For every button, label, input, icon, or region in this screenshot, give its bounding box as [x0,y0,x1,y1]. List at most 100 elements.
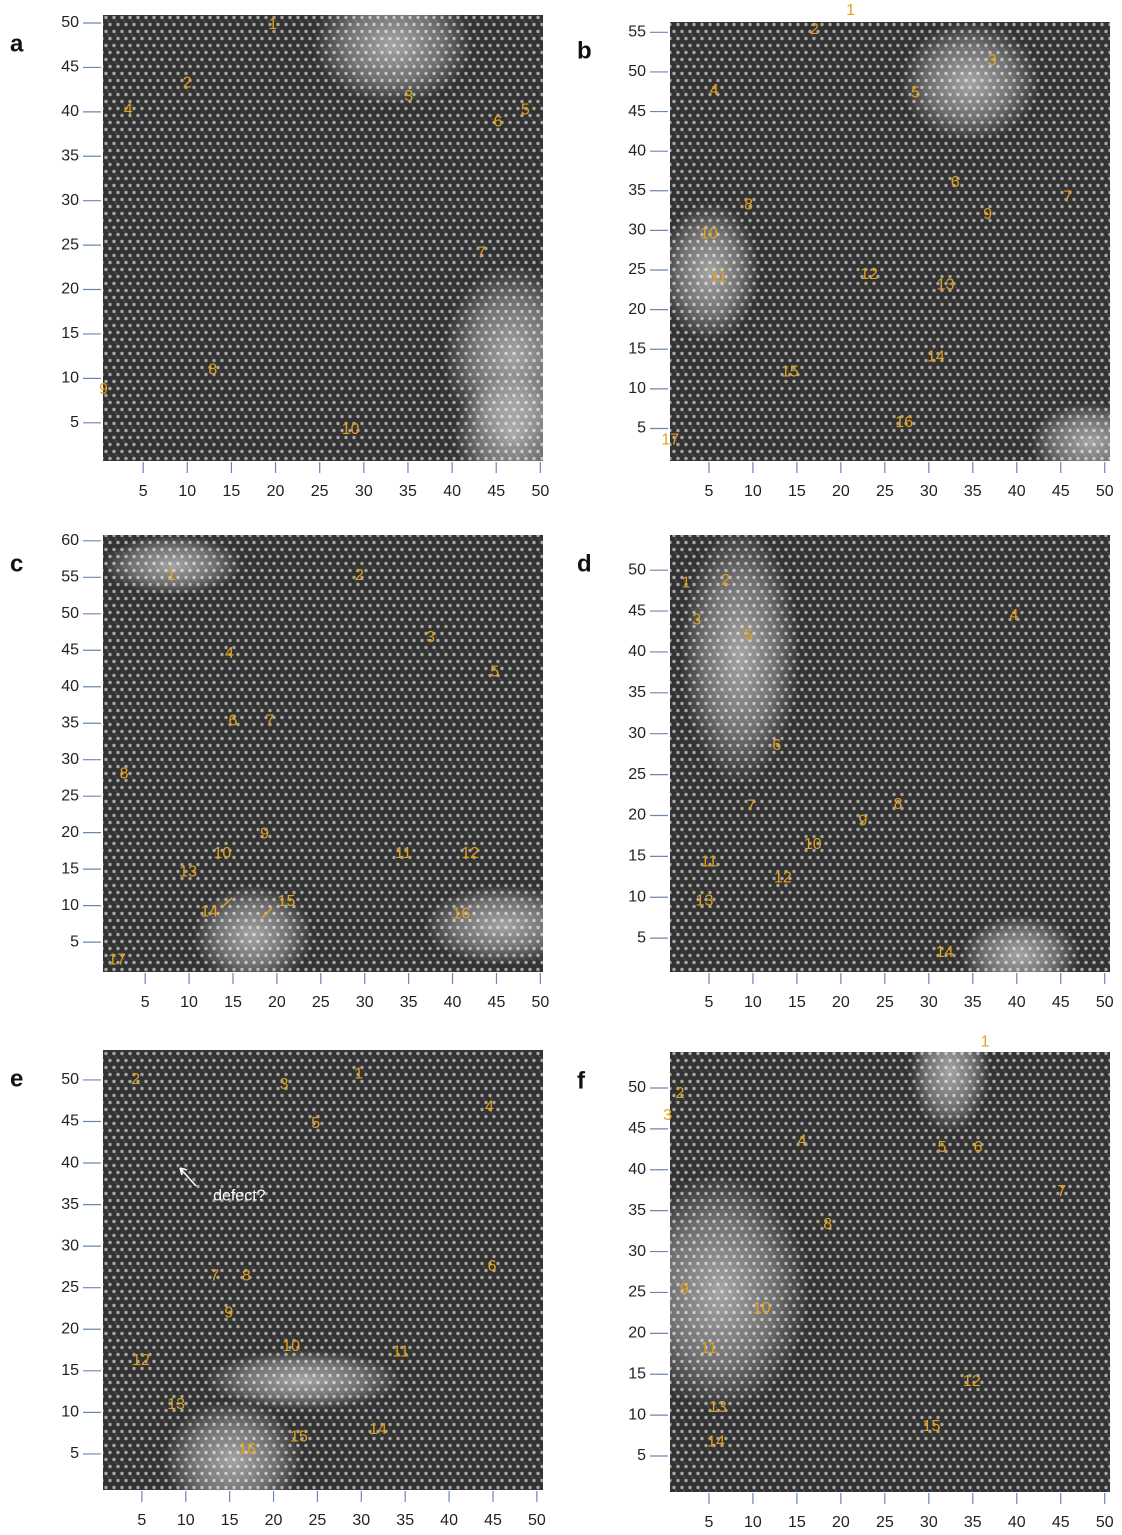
x-tick-label: 15 [788,1514,806,1531]
annotation-label: 11 [393,1344,410,1361]
y-tick-label: 15 [628,1365,646,1382]
panel-letter: c [10,550,23,577]
y-tick-label: 35 [61,714,79,731]
x-tick-label: 45 [1052,483,1070,500]
x-tick-label: 5 [705,994,714,1011]
x-tick-label: 20 [832,994,850,1011]
annotation-label: 3 [663,1107,672,1124]
annotation-label: 1 [167,567,176,584]
annotation-label: 1 [682,574,691,591]
annotation-label: 6 [772,737,781,754]
annotation-label: 14 [927,348,945,365]
annotation-label: 15 [923,1418,941,1435]
annotation-label: defect? [213,1187,266,1204]
x-tick-label: 40 [443,483,461,500]
x-tick-label: 20 [267,483,285,500]
annotation-label: 11 [710,268,727,285]
y-tick-label: 45 [628,602,646,619]
annotation-label: 1 [354,1065,363,1082]
annotation-label: 8 [120,766,129,783]
annotation-label: 11 [701,1340,718,1357]
annotation-label: 12 [132,1352,150,1369]
x-tick-label: 50 [1096,483,1114,500]
x-tick-label: 5 [141,994,150,1011]
page: a510152025303540455051015202530354045501… [0,0,1122,1535]
annotation-label: 15 [290,1429,308,1446]
x-tick-label: 10 [177,1512,195,1529]
y-tick-label: 15 [61,325,79,342]
y-tick-label: 5 [637,420,646,437]
annotation-label: 12 [461,845,479,862]
y-tick-label: 55 [61,569,79,586]
bright-region [163,1400,303,1520]
x-tick-label: 15 [224,994,242,1011]
y-tick-label: 45 [628,103,646,120]
y-tick-label: 25 [628,261,646,278]
y-tick-label: 45 [61,59,79,76]
annotation-label: 4 [124,101,133,118]
y-tick-label: 35 [61,147,79,164]
y-tick-label: 30 [61,751,79,768]
x-tick-label: 40 [1008,994,1026,1011]
y-tick-label: 40 [61,103,79,120]
x-tick-label: 35 [964,994,982,1011]
y-tick-label: 20 [628,1325,646,1342]
micrograph [630,1012,1110,1492]
annotation-label: 12 [774,870,792,887]
x-tick-label: 10 [744,483,762,500]
x-tick-label: 30 [352,1512,370,1529]
x-tick-label: 30 [920,1514,938,1531]
annotation-label: 10 [804,836,822,853]
x-tick-label: 10 [744,1514,762,1531]
micrograph [103,1050,543,1520]
y-tick-label: 30 [61,1237,79,1254]
annotation-label: 9 [99,381,108,398]
annotation-label: 2 [131,1071,140,1088]
y-tick-label: 5 [70,1445,79,1462]
bright-region [453,375,573,495]
x-tick-label: 5 [137,1512,146,1529]
x-tick-label: 25 [309,1512,327,1529]
annotation-label: 6 [229,712,238,729]
x-tick-label: 25 [312,994,330,1011]
y-tick-label: 15 [61,1362,79,1379]
annotation-label: 3 [404,88,413,105]
y-tick-label: 15 [628,848,646,865]
annotation-label: 4 [485,1099,494,1116]
annotation-label: 3 [280,1076,289,1093]
annotation-label: 5 [490,663,499,680]
y-tick-label: 60 [61,532,79,549]
y-tick-label: 20 [61,1320,79,1337]
annotation-label: 1 [846,2,855,19]
annotation-label: 8 [208,362,217,379]
x-tick-label: 20 [832,483,850,500]
y-tick-label: 15 [628,340,646,357]
annotation-label: 13 [696,893,714,910]
y-tick-label: 10 [61,370,79,387]
x-tick-label: 50 [1096,994,1114,1011]
x-tick-label: 40 [1008,483,1026,500]
annotation-label: 4 [225,645,234,662]
x-tick-label: 25 [311,483,329,500]
panel: b510152025303540455055510152025303540455… [577,2,1122,500]
annotation-label: 3 [426,629,435,646]
y-tick-label: 30 [61,192,79,209]
annotation-label: 8 [242,1267,251,1284]
annotation-label: 15 [278,893,296,910]
y-tick-label: 35 [628,182,646,199]
x-tick-label: 25 [876,483,894,500]
y-tick-label: 50 [628,561,646,578]
annotation-label: 4 [1010,607,1019,624]
y-tick-label: 25 [628,1284,646,1301]
panel-letter: e [10,1065,23,1092]
y-tick-label: 45 [61,641,79,658]
x-tick-label: 35 [964,483,982,500]
x-tick-label: 5 [139,483,148,500]
annotation-label: 5 [744,628,753,645]
y-tick-label: 25 [61,236,79,253]
y-tick-label: 40 [628,142,646,159]
x-tick-label: 45 [488,994,506,1011]
annotation-label: 2 [810,21,819,38]
annotation-label: 16 [238,1441,256,1458]
